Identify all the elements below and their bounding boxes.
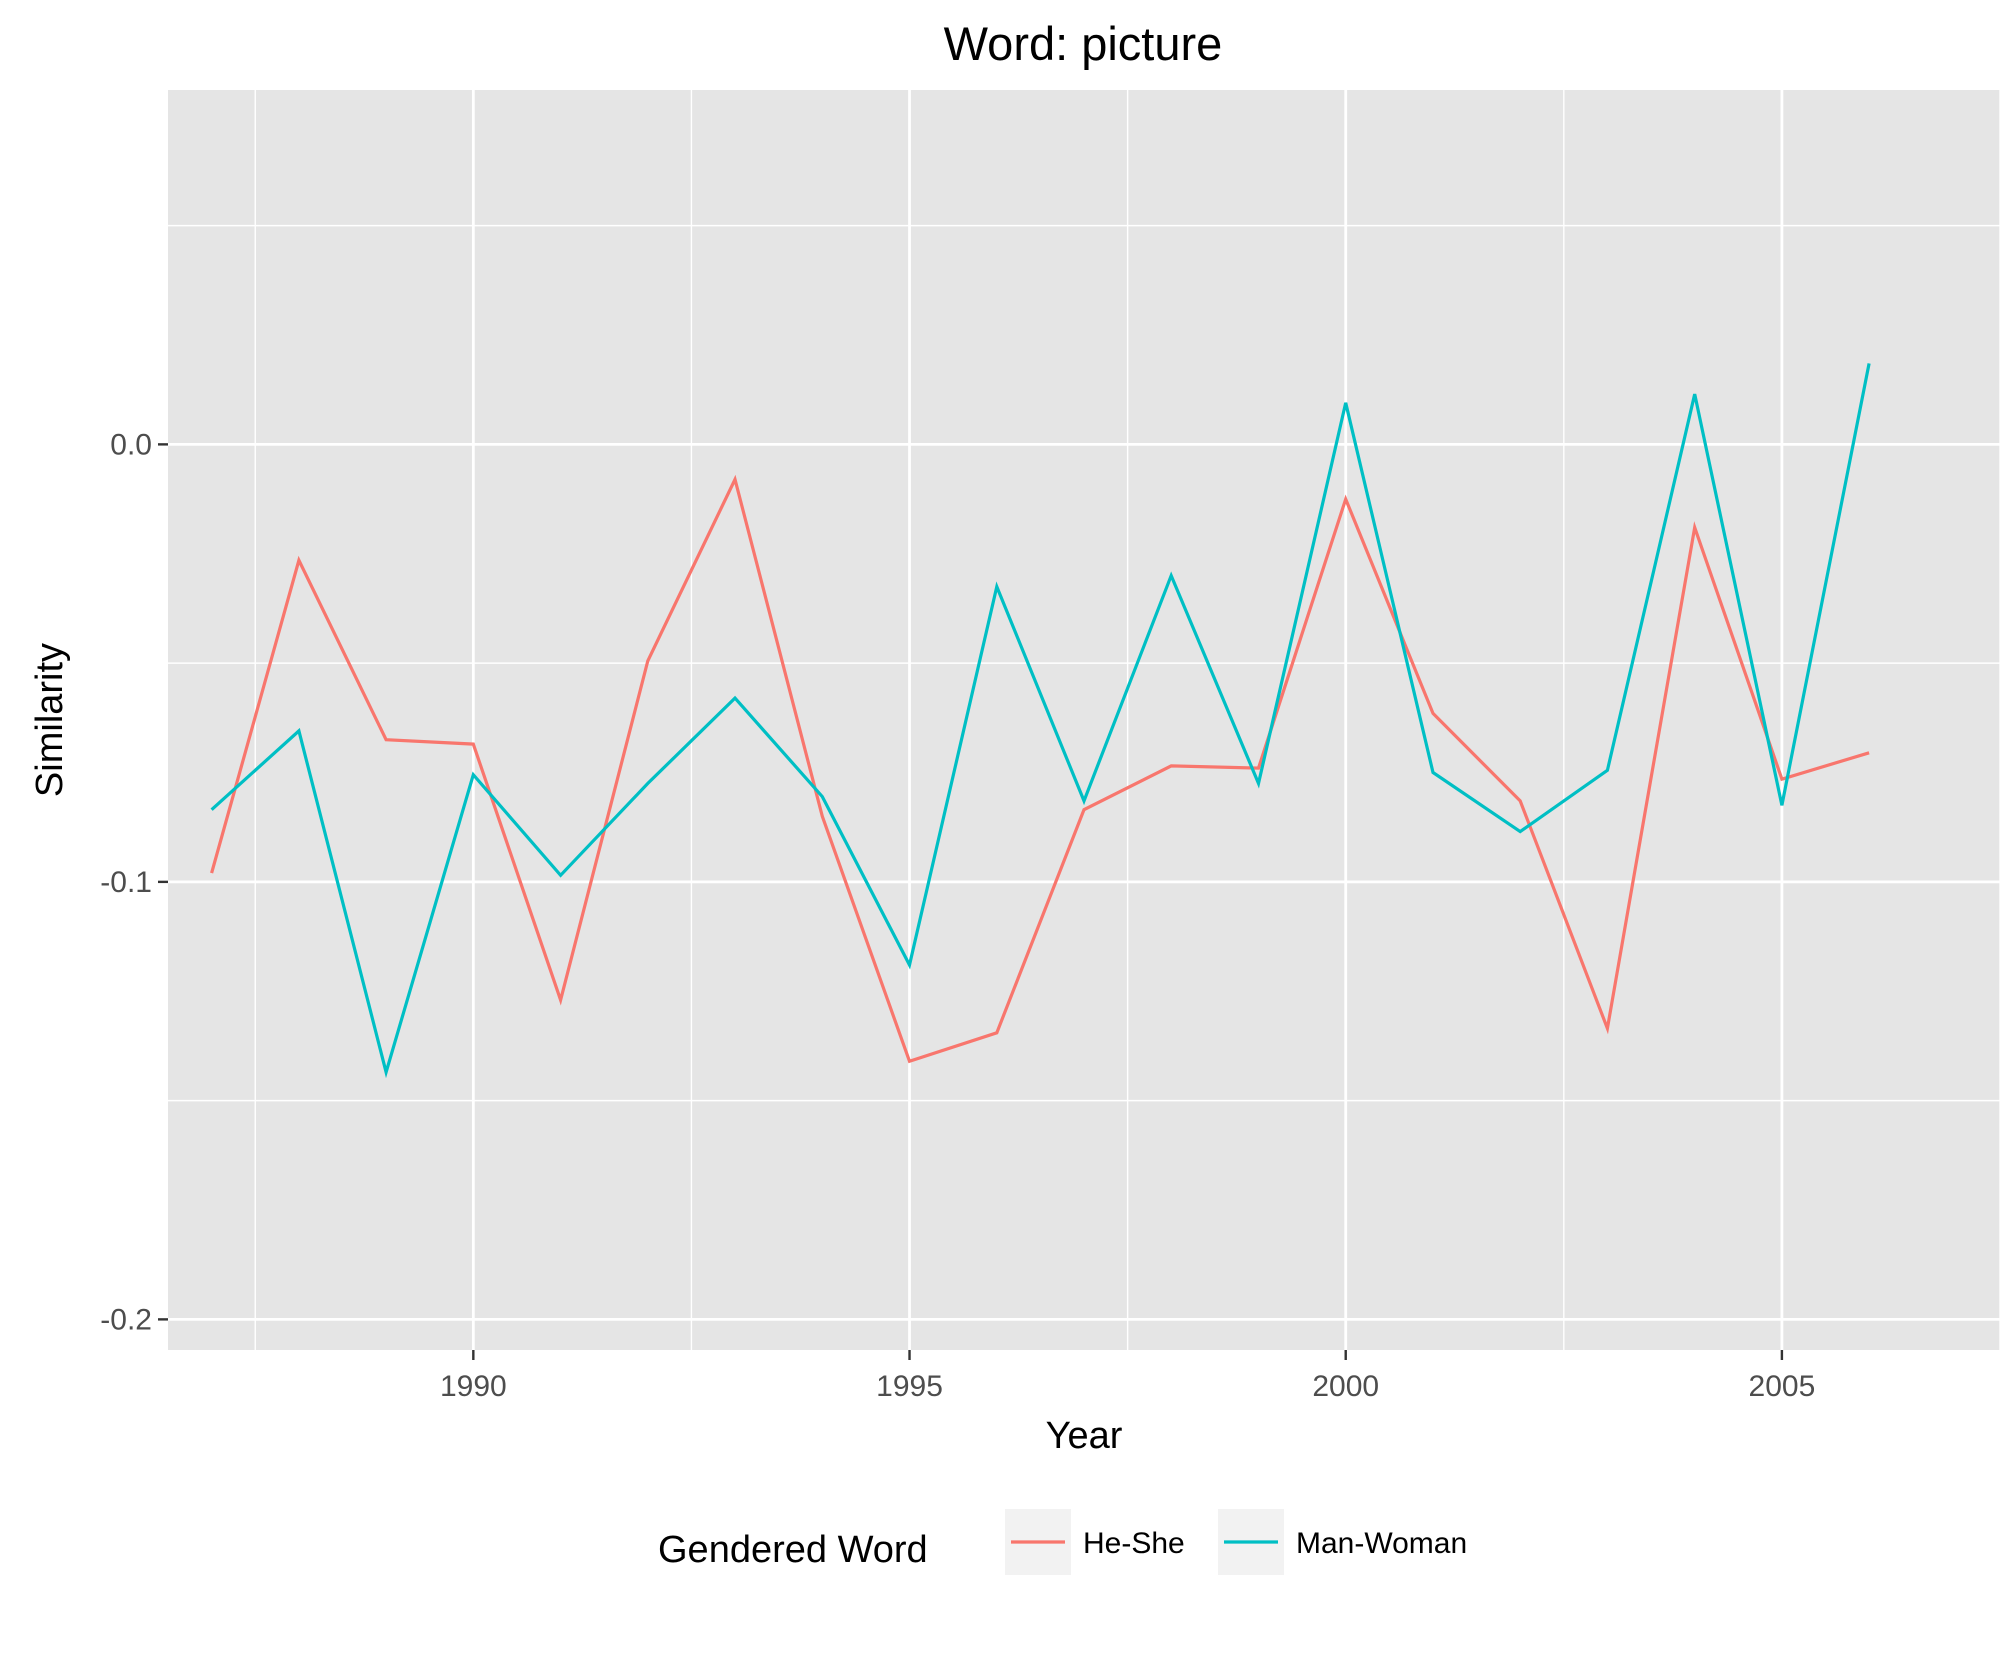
x-axis-title: Year xyxy=(1046,1415,1123,1457)
legend: Gendered Word He-She Man-Woman xyxy=(658,1509,1467,1575)
y-axis: -0.2 -0.1 0.0 xyxy=(100,428,168,1336)
legend-title: Gendered Word xyxy=(658,1529,928,1571)
series-lines xyxy=(210,363,1871,1079)
y-tick-label: 0.0 xyxy=(110,428,152,461)
legend-item-man-woman: Man-Woman xyxy=(1218,1509,1467,1575)
x-axis: 1990 1995 2000 2005 xyxy=(440,1350,1815,1403)
legend-label: He-She xyxy=(1083,1527,1185,1560)
y-tick-label: -0.1 xyxy=(100,866,152,899)
x-tick-label: 1995 xyxy=(876,1370,943,1403)
series-line-he-she xyxy=(210,474,1870,1064)
legend-label: Man-Woman xyxy=(1296,1527,1467,1560)
x-tick-label: 2005 xyxy=(1749,1370,1816,1403)
x-tick-label: 2000 xyxy=(1312,1370,1379,1403)
y-axis-title: Similarity xyxy=(29,643,71,797)
legend-item-he-she: He-She xyxy=(1005,1509,1185,1575)
series-line-man-woman xyxy=(210,363,1871,1079)
chart-title: Word: picture xyxy=(944,17,1223,70)
major-gridlines xyxy=(168,90,2000,1350)
x-tick-label: 1990 xyxy=(440,1370,507,1403)
plot-panel xyxy=(168,90,2000,1350)
y-tick-label: -0.2 xyxy=(100,1303,152,1336)
